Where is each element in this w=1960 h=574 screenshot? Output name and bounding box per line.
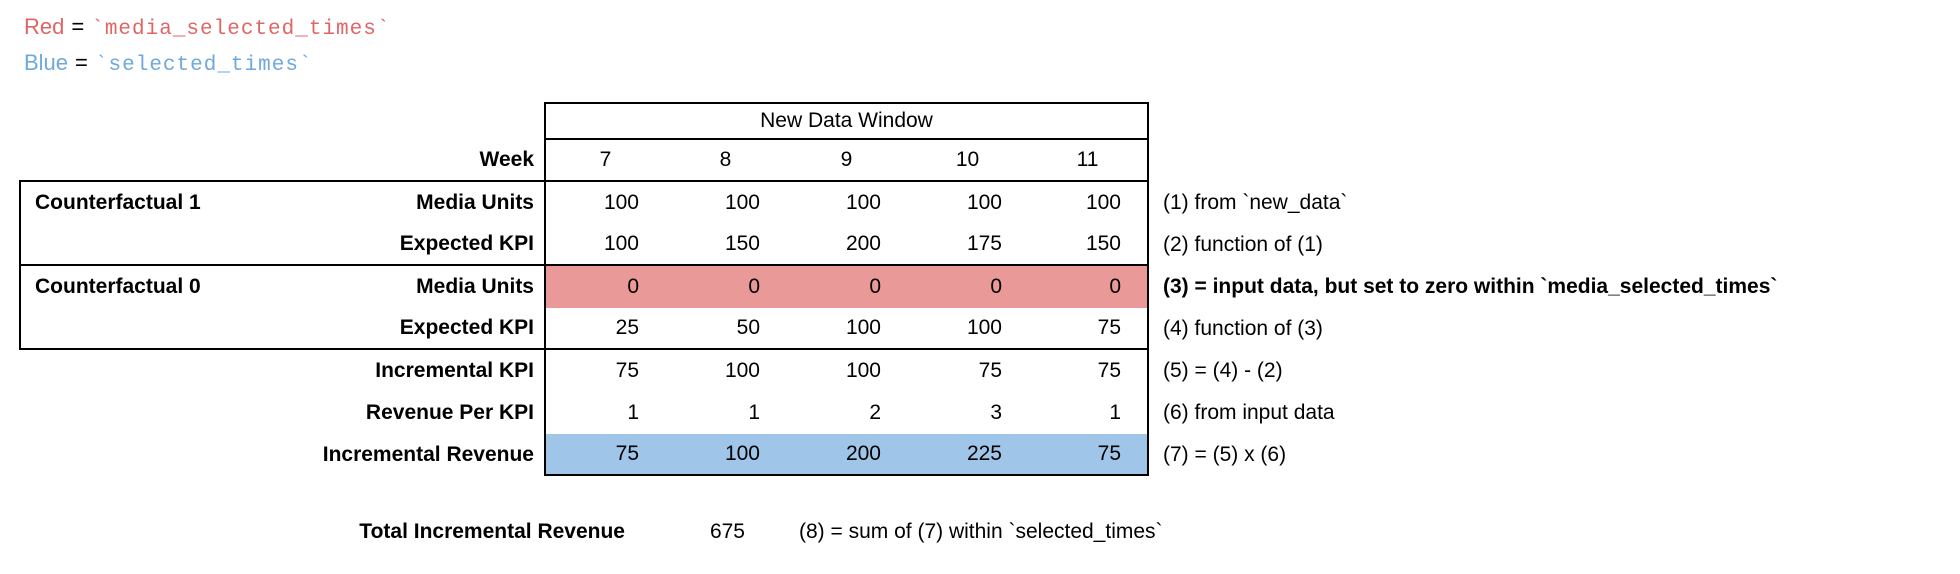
new-data-window-header: New Data Window [544,102,1149,140]
counterfactual-table: New Data Window Week 7 8 9 10 11 Counter… [19,102,1949,476]
data-cell: 1 [748,401,760,424]
row-note: (5) = (4) - (2) [1163,359,1283,382]
legend-red-label: Red [24,14,65,39]
spacer-cell [1149,140,1949,182]
spacer-cell [1149,102,1949,140]
spacer-cell [19,140,299,182]
week-label: Week [299,140,544,182]
legend-red-line: Red = `media_selected_times` [24,14,390,41]
legend-blue-label: Blue [24,50,69,75]
total-label: Total Incremental Revenue [359,520,625,543]
week-value: 10 [907,140,1028,182]
data-cell: 75 [1028,308,1149,350]
data-cell: 75 [1028,350,1149,392]
group-label [19,224,299,266]
spacer-cell [299,102,544,140]
data-cell-highlight-red: 0 [907,266,1028,308]
data-cell: 75 [978,359,1002,382]
legend-red-equals: = [71,14,85,39]
data-cell: 100 [845,359,881,382]
row-label: Incremental KPI [375,359,534,382]
row-note: (2) function of (1) [1163,233,1323,256]
row-label: Media Units [416,191,534,214]
data-cell: 150 [1028,224,1149,266]
data-cell-highlight-red: 0 [665,266,786,308]
legend: Red = `media_selected_times` Blue = `sel… [24,14,390,86]
legend-red-code: `media_selected_times` [91,18,391,41]
row-note: (4) function of (3) [1163,317,1323,340]
data-cell: 100 [845,191,881,214]
spacer-cell [19,434,299,476]
data-cell-highlight-red: 0 [1028,266,1149,308]
row-label: Expected KPI [299,224,544,266]
data-cell-highlight-blue: 75 [1028,434,1149,476]
total-incremental-revenue-row: Total Incremental Revenue 675 (8) = sum … [19,520,1163,544]
week-value: 11 [1028,140,1149,182]
data-cell-highlight-red: 0 [544,266,665,308]
data-cell: 25 [544,308,665,350]
week-value: 9 [786,140,907,182]
group-label-counterfactual-1: Counterfactual 1 [19,182,299,224]
row-label: Revenue Per KPI [365,401,534,424]
data-cell: 100 [724,359,760,382]
data-cell: 75 [544,350,665,392]
data-cell-highlight-blue: 225 [907,434,1028,476]
legend-blue-code: `selected_times` [94,54,313,77]
legend-blue-line: Blue = `selected_times` [24,50,390,77]
data-cell-highlight-blue: 100 [665,434,786,476]
data-cell: 100 [544,182,665,224]
data-cell: 100 [724,191,760,214]
data-cell: 100 [1028,182,1149,224]
data-cell-highlight-blue: 200 [786,434,907,476]
group-label-counterfactual-0: Counterfactual 0 [19,266,299,308]
data-cell: 100 [907,308,1028,350]
data-cell: 3 [990,401,1002,424]
data-cell: 2 [869,401,881,424]
data-cell: 200 [786,224,907,266]
data-cell: 1 [1028,392,1149,434]
week-value: 7 [544,140,665,182]
data-cell: 50 [665,308,786,350]
spacer-cell [19,392,299,434]
row-note: (7) = (5) x (6) [1163,443,1287,466]
group-label [19,308,299,350]
spacer-cell [19,350,299,392]
row-note: (3) = input data, but set to zero within… [1163,275,1778,298]
week-value: 8 [665,140,786,182]
data-cell: 150 [665,224,786,266]
spacer-cell [19,102,299,140]
row-label: Media Units [416,275,534,298]
row-label: Incremental Revenue [322,443,534,466]
data-cell: 100 [544,224,665,266]
total-note: (8) = sum of (7) within `selected_times` [799,520,1163,543]
data-cell-highlight-red: 0 [786,266,907,308]
data-cell: 100 [786,308,907,350]
data-cell: 100 [966,191,1002,214]
row-label: Expected KPI [299,308,544,350]
row-note: (6) from input data [1163,401,1335,424]
total-value: 675 [709,520,745,543]
row-note: (1) from `new_data` [1163,191,1348,214]
data-cell: 175 [907,224,1028,266]
data-cell-highlight-blue: 75 [544,434,665,476]
data-cell: 1 [544,392,665,434]
legend-blue-equals: = [75,50,88,75]
